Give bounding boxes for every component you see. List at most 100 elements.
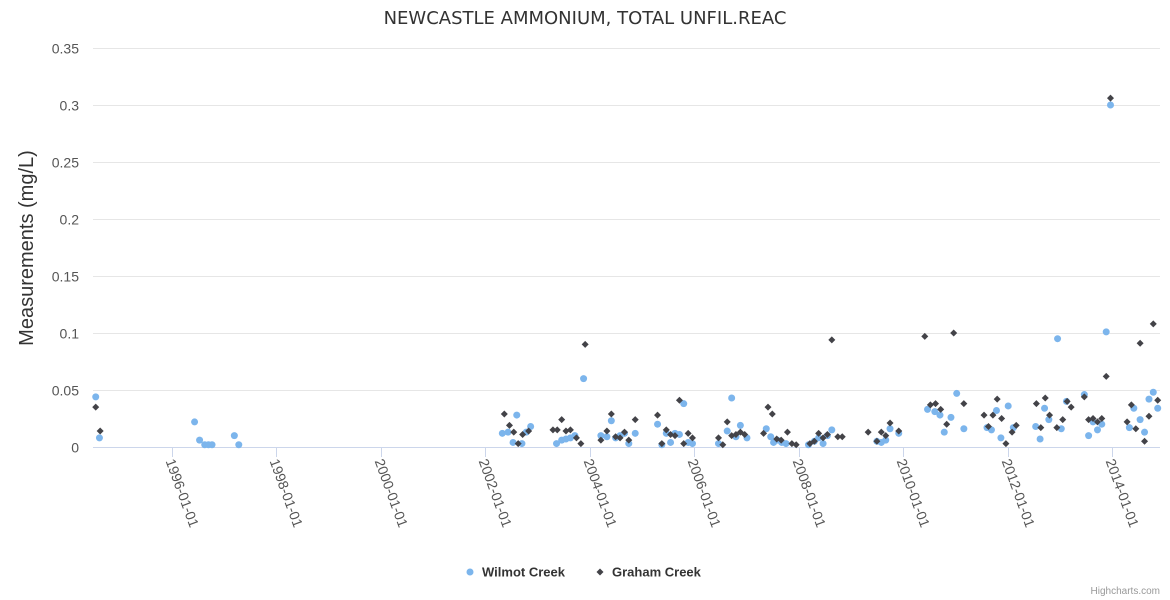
data-point[interactable]	[792, 441, 800, 449]
data-point[interactable]	[993, 395, 1001, 403]
data-point[interactable]	[953, 389, 961, 397]
data-point[interactable]	[1041, 394, 1049, 402]
data-point[interactable]	[960, 400, 968, 408]
data-point[interactable]	[937, 405, 945, 413]
data-point[interactable]	[1004, 402, 1012, 410]
data-point[interactable]	[607, 410, 615, 418]
credits-text[interactable]: Highcharts.com	[1091, 586, 1160, 597]
data-point[interactable]	[819, 434, 827, 442]
data-point[interactable]	[671, 432, 679, 440]
data-point[interactable]	[603, 433, 611, 441]
data-point[interactable]	[688, 440, 696, 448]
data-point[interactable]	[500, 410, 508, 418]
data-point[interactable]	[1136, 416, 1144, 424]
data-point[interactable]	[654, 411, 662, 419]
data-point[interactable]	[191, 418, 199, 426]
data-point[interactable]	[760, 429, 768, 437]
data-point[interactable]	[92, 393, 100, 401]
legend-item-graham-creek[interactable]: Graham Creek	[596, 565, 702, 580]
data-point[interactable]	[947, 413, 955, 421]
data-point[interactable]	[1045, 416, 1053, 424]
data-point[interactable]	[723, 427, 731, 435]
data-point[interactable]	[597, 432, 605, 440]
data-point[interactable]	[1145, 412, 1153, 420]
data-point[interactable]	[688, 434, 696, 442]
data-point[interactable]	[877, 428, 885, 436]
data-point[interactable]	[1102, 372, 1110, 380]
data-point[interactable]	[607, 417, 615, 425]
data-point[interactable]	[886, 425, 894, 433]
data-point[interactable]	[658, 440, 666, 448]
data-point[interactable]	[768, 410, 776, 418]
data-point[interactable]	[510, 428, 518, 436]
data-point[interactable]	[989, 411, 997, 419]
data-point[interactable]	[625, 436, 633, 444]
data-point[interactable]	[631, 429, 639, 437]
data-point[interactable]	[728, 394, 736, 402]
data-point[interactable]	[926, 401, 934, 409]
data-point[interactable]	[828, 426, 836, 434]
data-point[interactable]	[1054, 335, 1062, 343]
data-point[interactable]	[620, 428, 628, 436]
data-point[interactable]	[505, 421, 513, 429]
data-point[interactable]	[943, 420, 951, 428]
data-point[interactable]	[518, 440, 526, 448]
legend[interactable]: Wilmot Creek Graham Creek	[466, 565, 702, 580]
data-point[interactable]	[504, 428, 512, 436]
data-point[interactable]	[616, 434, 624, 442]
data-point[interactable]	[998, 415, 1006, 422]
data-point[interactable]	[1141, 437, 1149, 445]
data-point[interactable]	[1145, 395, 1153, 403]
data-point[interactable]	[525, 427, 533, 435]
data-point[interactable]	[553, 426, 561, 434]
data-point[interactable]	[719, 441, 727, 449]
data-point[interactable]	[1089, 415, 1097, 422]
data-point[interactable]	[1067, 403, 1075, 411]
data-point[interactable]	[1053, 424, 1061, 432]
data-point[interactable]	[815, 429, 823, 437]
data-point[interactable]	[828, 336, 836, 344]
data-point[interactable]	[1154, 396, 1162, 404]
data-point[interactable]	[1002, 440, 1010, 448]
data-point[interactable]	[1093, 418, 1101, 426]
data-point[interactable]	[882, 432, 890, 440]
data-point[interactable]	[723, 418, 731, 426]
data-point[interactable]	[1032, 400, 1040, 408]
data-point[interactable]	[1154, 404, 1162, 412]
data-point[interactable]	[95, 434, 103, 442]
data-point[interactable]	[762, 425, 770, 433]
data-point[interactable]	[1041, 404, 1049, 412]
data-point[interactable]	[815, 434, 823, 442]
data-point[interactable]	[553, 440, 561, 448]
data-point[interactable]	[1132, 425, 1140, 433]
data-point[interactable]	[1036, 435, 1044, 443]
data-point[interactable]	[1046, 411, 1054, 419]
data-point[interactable]	[1125, 424, 1133, 432]
data-point[interactable]	[549, 426, 557, 434]
data-point[interactable]	[675, 396, 683, 404]
data-point[interactable]	[810, 437, 818, 445]
data-point[interactable]	[931, 408, 939, 416]
data-point[interactable]	[1141, 428, 1149, 436]
data-point[interactable]	[1127, 401, 1135, 409]
data-point[interactable]	[767, 433, 775, 441]
data-point[interactable]	[680, 440, 688, 448]
data-point[interactable]	[924, 405, 932, 413]
data-point[interactable]	[558, 416, 566, 424]
data-point[interactable]	[764, 403, 772, 411]
data-point[interactable]	[509, 438, 517, 446]
data-point[interactable]	[1008, 428, 1016, 436]
data-point[interactable]	[777, 436, 785, 444]
data-point[interactable]	[654, 420, 662, 428]
data-point[interactable]	[1059, 416, 1067, 424]
data-point[interactable]	[940, 428, 948, 436]
data-point[interactable]	[513, 411, 521, 419]
data-point[interactable]	[577, 440, 585, 448]
data-point[interactable]	[1093, 426, 1101, 434]
data-point[interactable]	[823, 430, 831, 438]
data-point[interactable]	[498, 429, 506, 437]
data-point[interactable]	[230, 432, 238, 440]
data-point[interactable]	[741, 430, 749, 438]
legend-item-wilmot-creek[interactable]: Wilmot Creek	[466, 565, 566, 580]
data-point[interactable]	[980, 411, 988, 419]
